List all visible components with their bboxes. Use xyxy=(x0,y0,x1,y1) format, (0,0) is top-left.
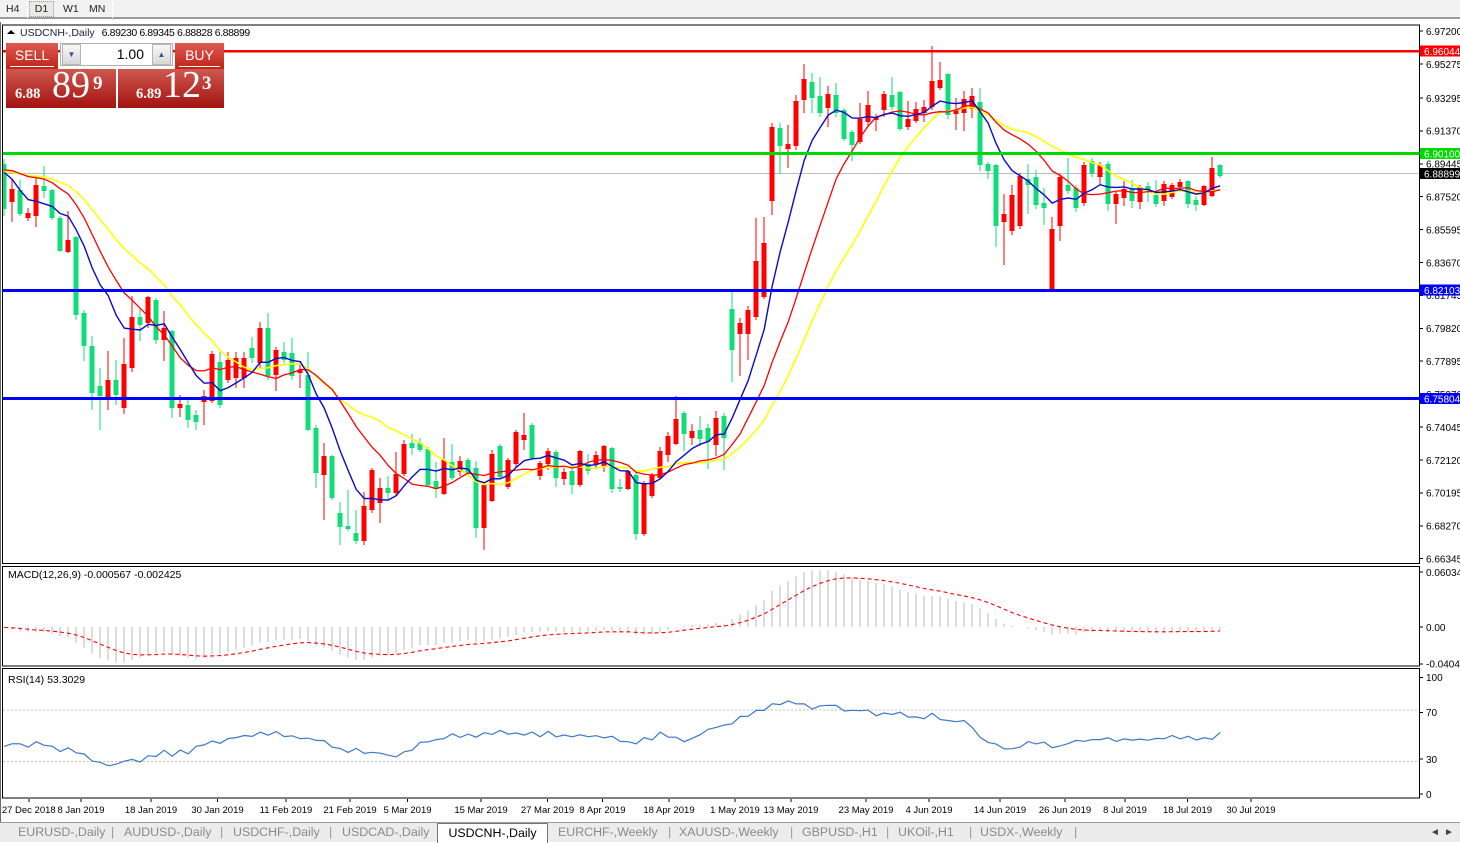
svg-text:6.97200: 6.97200 xyxy=(1426,27,1460,38)
svg-text:0: 0 xyxy=(1426,790,1432,801)
svg-text:100: 100 xyxy=(1426,673,1443,684)
svg-text:6.89445: 6.89445 xyxy=(1426,160,1460,171)
svg-text:13 May 2019: 13 May 2019 xyxy=(764,805,819,816)
svg-text:6.96044: 6.96044 xyxy=(1424,47,1460,58)
svg-text:6.82103: 6.82103 xyxy=(1424,286,1460,297)
svg-text:8 Jul 2019: 8 Jul 2019 xyxy=(1103,805,1147,816)
svg-text:70: 70 xyxy=(1426,708,1438,719)
svg-text:18 Apr 2019: 18 Apr 2019 xyxy=(643,805,694,816)
svg-text:21 Feb 2019: 21 Feb 2019 xyxy=(323,805,376,816)
svg-text:6.68270: 6.68270 xyxy=(1426,522,1460,533)
svg-text:4 Jun 2019: 4 Jun 2019 xyxy=(905,805,952,816)
svg-text:23 May 2019: 23 May 2019 xyxy=(839,805,894,816)
svg-text:6.91370: 6.91370 xyxy=(1426,127,1460,138)
svg-text:6.90100: 6.90100 xyxy=(1424,149,1460,160)
svg-text:6.85595: 6.85595 xyxy=(1426,225,1460,236)
svg-text:8 Apr 2019: 8 Apr 2019 xyxy=(580,805,626,816)
svg-text:30 Jul 2019: 30 Jul 2019 xyxy=(1226,805,1275,816)
svg-text:6.81745: 6.81745 xyxy=(1426,291,1460,302)
svg-text:26 Jun 2019: 26 Jun 2019 xyxy=(1039,805,1091,816)
svg-text:MACD(12,26,9) -0.000567 -0.002: MACD(12,26,9) -0.000567 -0.002425 xyxy=(8,569,182,581)
svg-text:6.72120: 6.72120 xyxy=(1426,456,1460,467)
svg-text:6.87520: 6.87520 xyxy=(1426,193,1460,204)
svg-text:27 Dec 2018: 27 Dec 2018 xyxy=(2,805,56,816)
svg-text:18 Jan 2019: 18 Jan 2019 xyxy=(125,805,177,816)
svg-text:6.66345: 6.66345 xyxy=(1426,555,1460,566)
svg-text:6.95275: 6.95275 xyxy=(1426,60,1460,71)
svg-text:6.88899: 6.88899 xyxy=(1424,169,1460,180)
svg-text:6.79820: 6.79820 xyxy=(1426,324,1460,335)
svg-text:0.060342: 0.060342 xyxy=(1426,568,1460,579)
svg-text:30: 30 xyxy=(1426,755,1438,766)
svg-text:6.75804: 6.75804 xyxy=(1424,394,1460,405)
svg-text:6.70195: 6.70195 xyxy=(1426,489,1460,500)
svg-text:6.74045: 6.74045 xyxy=(1426,423,1460,434)
svg-text:RSI(14) 53.3029: RSI(14) 53.3029 xyxy=(8,674,85,686)
svg-text:18 Jul 2019: 18 Jul 2019 xyxy=(1163,805,1212,816)
svg-text:1 May 2019: 1 May 2019 xyxy=(710,805,760,816)
svg-text:6.77895: 6.77895 xyxy=(1426,357,1460,368)
svg-text:11 Feb 2019: 11 Feb 2019 xyxy=(260,805,313,816)
svg-text:6.83670: 6.83670 xyxy=(1426,258,1460,269)
svg-text:30 Jan 2019: 30 Jan 2019 xyxy=(191,805,243,816)
svg-text:14 Jun 2019: 14 Jun 2019 xyxy=(974,805,1026,816)
svg-text:27 Mar 2019: 27 Mar 2019 xyxy=(521,805,574,816)
svg-text:8 Jan 2019: 8 Jan 2019 xyxy=(57,805,104,816)
svg-text:0.00: 0.00 xyxy=(1426,623,1446,634)
svg-text:-0.040415: -0.040415 xyxy=(1426,660,1460,671)
svg-text:15 Mar 2019: 15 Mar 2019 xyxy=(454,805,507,816)
svg-text:6.93295: 6.93295 xyxy=(1426,94,1460,105)
svg-text:5 Mar 2019: 5 Mar 2019 xyxy=(383,805,431,816)
